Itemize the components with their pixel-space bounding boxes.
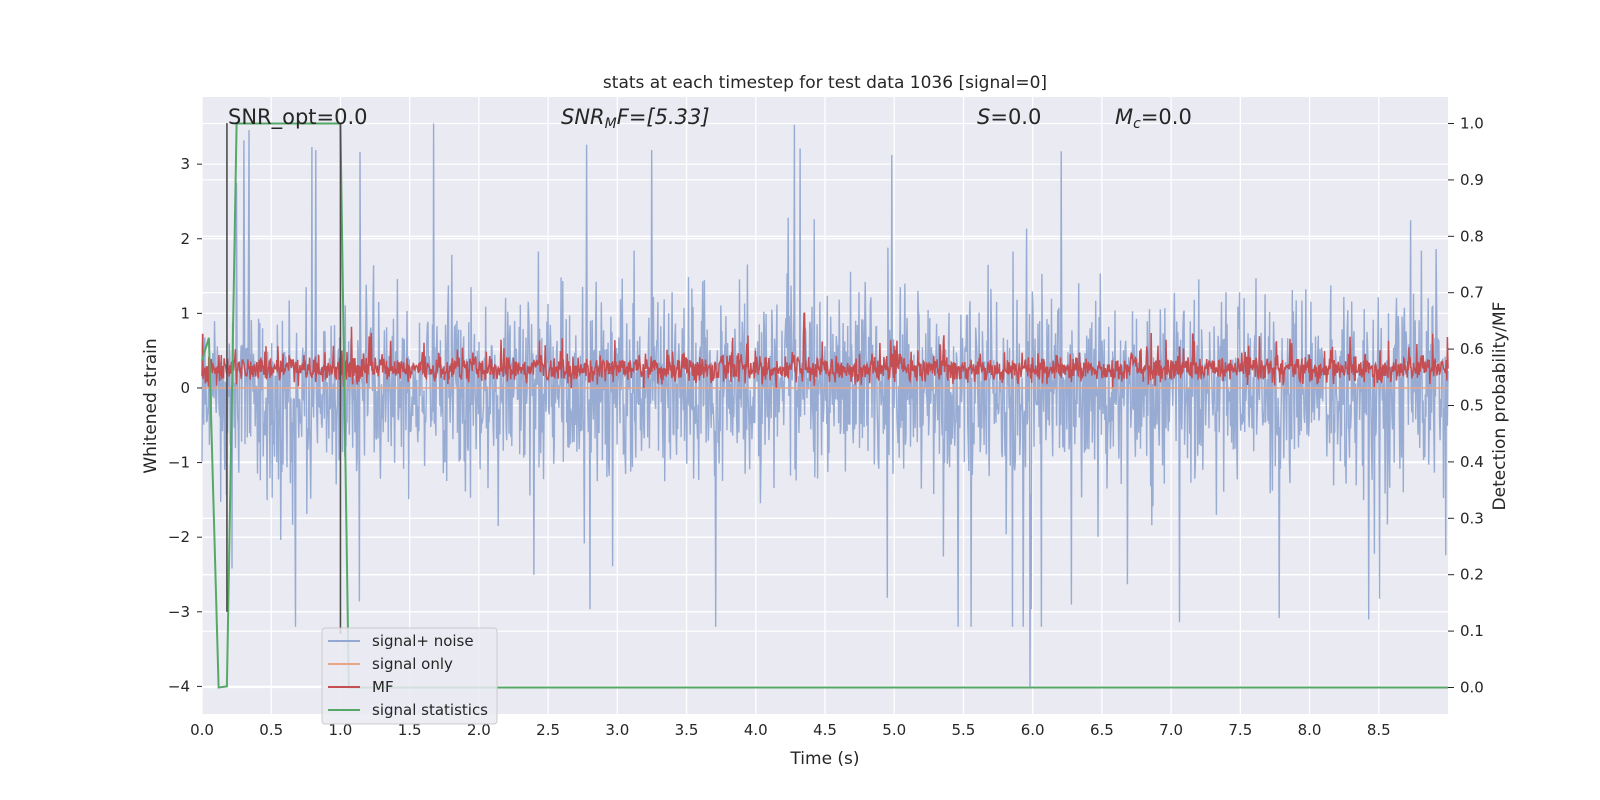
x-tick-label: 8.0 (1298, 721, 1322, 739)
right-y-axis-ticks: 1.0 0.9 0.8 0.7 0.6 0.5 0.4 0.3 0.2 0.1 0.0 (1448, 115, 1484, 696)
annotation-s: S=0.0 (977, 105, 1041, 129)
x-axis-label: Time (s) (789, 749, 859, 769)
x-axis-ticks: 0.0 0.5 1.0 1.5 2.0 2.5 3.0 3.5 4.0 4.5 5.0 5.5 6.0 6… (190, 721, 1391, 739)
left-y-tick-label: 3 (180, 155, 190, 173)
x-tick-label: 5.5 (952, 721, 976, 739)
annotation-mc: Mc=0.0 (1115, 105, 1192, 132)
right-y-tick-label: 1.0 (1460, 115, 1484, 133)
x-tick-label: 6.0 (1021, 721, 1045, 739)
x-tick-label: 0.5 (259, 721, 283, 739)
series-line-signal-statistics (201, 122, 1448, 689)
left-y-tick-label: −4 (168, 677, 190, 695)
x-tick-label: 1.0 (329, 721, 353, 739)
x-tick-label: 0.0 (190, 721, 214, 739)
left-y-tick-label: −3 (168, 603, 190, 621)
right-y-tick-label: 0.7 (1460, 284, 1484, 302)
right-y-tick-label: 0.5 (1460, 397, 1484, 415)
left-y-axis-ticks: 3 2 1 0 −1 −2 −3 −4 (168, 155, 202, 695)
right-y-tick-label: 0.9 (1460, 171, 1484, 189)
series-line-mf (201, 312, 1449, 389)
legend-label-signal-noise: signal+ noise (372, 632, 474, 650)
left-y-tick-label: 2 (180, 230, 190, 248)
left-y-tick-label: −1 (168, 454, 190, 472)
x-tick-label: 3.0 (605, 721, 629, 739)
series-line-signal-noise (201, 123, 1449, 687)
legend: signal+ noise signal only MF signal stat… (321, 627, 498, 725)
x-tick-label: 4.0 (744, 721, 768, 739)
x-tick-label: 7.0 (1159, 721, 1183, 739)
right-y-tick-label: 0.3 (1460, 509, 1484, 527)
x-tick-label: 7.5 (1228, 721, 1252, 739)
x-tick-label: 2.5 (536, 721, 560, 739)
x-tick-label: 6.5 (1090, 721, 1114, 739)
legend-box (321, 627, 498, 725)
annotation-snr-opt: SNR_opt=0.0 (228, 105, 368, 130)
legend-label-signal-only: signal only (372, 655, 453, 673)
annotation-snr-mf: SNRMF=[5.33] (561, 105, 710, 132)
right-y-tick-label: 0.0 (1460, 678, 1484, 696)
right-y-tick-label: 0.2 (1460, 566, 1484, 584)
right-y-axis-label: Detection probability/MF (1490, 302, 1510, 511)
series-layer (201, 122, 1449, 689)
x-tick-label: 8.5 (1367, 721, 1391, 739)
legend-label-mf: MF (372, 678, 394, 696)
x-tick-label: 2.0 (467, 721, 491, 739)
right-y-tick-label: 0.8 (1460, 227, 1484, 245)
right-y-tick-label: 0.1 (1460, 622, 1484, 640)
right-y-tick-label: 0.6 (1460, 340, 1484, 358)
marker-lines (226, 123, 342, 635)
x-tick-label: 3.5 (675, 721, 699, 739)
left-y-tick-label: −2 (168, 528, 190, 546)
x-tick-label: 4.5 (813, 721, 837, 739)
left-y-axis-label: Whitened strain (141, 338, 161, 473)
left-y-tick-label: 1 (180, 304, 190, 322)
x-tick-label: 5.0 (882, 721, 906, 739)
x-tick-label: 1.5 (398, 721, 422, 739)
right-y-tick-label: 0.4 (1460, 453, 1484, 471)
left-y-tick-label: 0 (180, 379, 190, 397)
chart-title: stats at each timestep for test data 103… (603, 73, 1047, 93)
legend-label-signal-statistics: signal statistics (372, 701, 488, 719)
